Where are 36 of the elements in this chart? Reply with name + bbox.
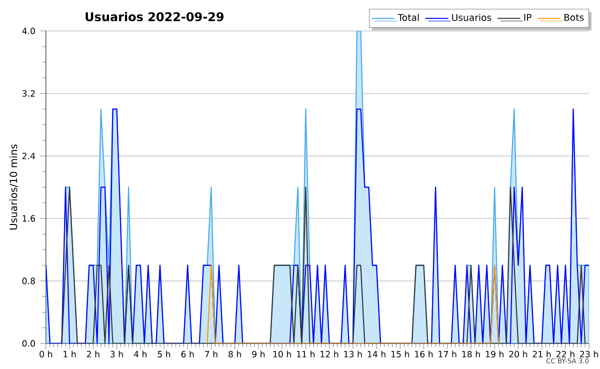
x-tick-label: 1 h (64, 350, 76, 358)
x-tick-label: 15 h (391, 350, 410, 358)
x-tick-label: 10 h (273, 350, 291, 358)
y-tick-label: 2.4 (22, 152, 36, 159)
y-tick-label: 4.0 (22, 28, 35, 34)
x-tick-label: 11 h (297, 350, 315, 358)
x-tick-label: 14 h (368, 350, 386, 358)
x-tick-label: 21 h (532, 350, 551, 358)
legend-label: Bots (564, 14, 584, 21)
x-tick-label: 13 h (344, 350, 362, 358)
x-tick-label: 5 h (158, 350, 170, 358)
x-tick-label: 9 h (252, 350, 265, 358)
x-tick-label: 23 h (580, 350, 598, 358)
x-tick-label: 0 h (40, 350, 52, 358)
legend-label: IP (524, 14, 532, 21)
y-axis-title: Usuarios/10 mins (9, 144, 18, 230)
y-tick-label: 3.2 (22, 90, 35, 97)
x-tick-label: 16 h (415, 350, 433, 358)
x-tick-label: 22 h (556, 350, 574, 358)
x-tick-label: 18 h (462, 350, 480, 358)
x-tick-label: 19 h (486, 350, 504, 358)
x-tick-label: 20 h (509, 350, 528, 358)
y-tick-label: 1.6 (22, 214, 35, 222)
x-tick-label: 6 h (181, 350, 194, 358)
x-tick-label: 7 h (205, 350, 218, 358)
x-tick-label: 3 h (110, 350, 123, 358)
x-tick-label: 8 h (228, 350, 241, 358)
x-tick-label: 17 h (438, 350, 456, 358)
y-tick-label: 0.8 (22, 277, 35, 284)
x-tick-label: 12 h (320, 350, 338, 358)
y-tick-label: 0.0 (22, 340, 35, 347)
x-tick-label: 4 h (134, 350, 147, 358)
x-tick-label: 2 h (86, 350, 100, 358)
legend-label: Total (398, 14, 419, 21)
legend-label: Usuarios (452, 14, 492, 21)
chart-title: Usuarios 2022-09-29 (86, 12, 224, 22)
